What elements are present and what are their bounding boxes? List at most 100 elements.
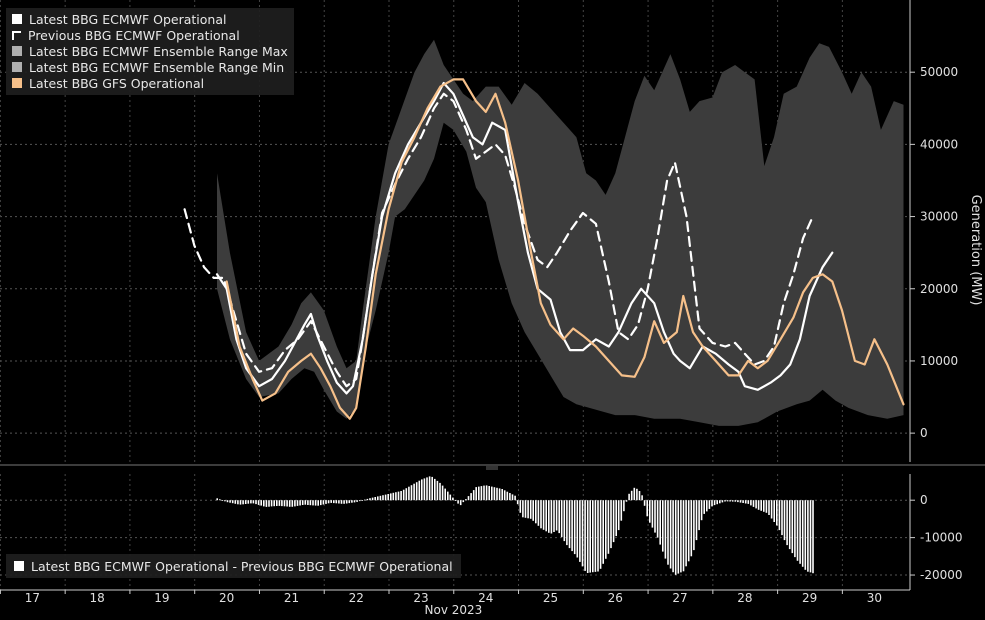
difference-bar (400, 491, 402, 501)
difference-bar (605, 500, 607, 559)
difference-bar (620, 500, 623, 521)
difference-bar (216, 498, 218, 501)
difference-bar (483, 485, 485, 501)
difference-bar (514, 495, 516, 501)
difference-bar (589, 500, 591, 573)
difference-bar (439, 482, 441, 501)
legend-label: Latest BBG GFS Operational (29, 75, 205, 91)
x-tick-label: 20 (219, 591, 234, 605)
difference-bar (234, 500, 237, 504)
difference-bar (677, 500, 680, 574)
difference-bar (576, 500, 579, 558)
top-legend: Latest BBG ECMWF Operational Previous BB… (6, 8, 294, 95)
x-tick-label: 17 (25, 591, 40, 605)
legend-item[interactable]: Latest BBG ECMWF Operational - Previous … (14, 558, 453, 574)
difference-bar (584, 500, 586, 571)
difference-bar (351, 500, 353, 503)
difference-bar (335, 500, 338, 504)
difference-bar (340, 500, 343, 504)
y-tick-label: 30000 (920, 210, 958, 224)
legend-item[interactable]: Latest BBG ECMWF Ensemble Range Max (12, 43, 288, 59)
difference-bar (667, 500, 669, 565)
difference-bar (700, 500, 703, 521)
difference-bar (560, 500, 563, 538)
x-tick-label: 27 (672, 591, 687, 605)
legend-swatch (12, 14, 22, 24)
difference-bar (286, 500, 288, 507)
x-tick-label: 30 (867, 591, 882, 605)
difference-bar (527, 500, 529, 519)
difference-bar (703, 500, 705, 514)
difference-bar (760, 500, 762, 511)
difference-bar (447, 491, 449, 501)
y-tick-label: -20000 (920, 568, 963, 582)
difference-bar (597, 500, 599, 572)
difference-bar (654, 500, 656, 533)
difference-bar (467, 496, 470, 501)
legend-item[interactable]: Previous BBG ECMWF Operational (12, 27, 288, 43)
difference-bar (809, 500, 812, 573)
difference-bar (377, 496, 379, 501)
difference-bar (397, 491, 400, 501)
difference-bar (480, 486, 483, 501)
difference-bar (719, 500, 721, 504)
difference-bar (263, 500, 265, 507)
y-tick-label: 10000 (920, 354, 958, 368)
legend-item[interactable]: Latest BBG ECMWF Operational (12, 11, 288, 27)
difference-bar (273, 500, 275, 507)
difference-bar (333, 500, 335, 504)
difference-bar (537, 500, 540, 526)
difference-bar (734, 500, 737, 502)
difference-bar (371, 497, 374, 501)
difference-bar (307, 500, 309, 505)
difference-bar (656, 500, 659, 538)
difference-bar (698, 500, 700, 531)
x-tick-label: 22 (349, 591, 364, 605)
difference-bar (801, 500, 804, 567)
panel-splitter-handle[interactable] (486, 466, 498, 470)
bottom-y-tick-labels: 0 -10000 -20000 (910, 493, 963, 582)
difference-bar (244, 500, 247, 504)
difference-bar (641, 495, 643, 501)
difference-bar (615, 500, 617, 537)
difference-bar (807, 500, 809, 572)
difference-bar (390, 493, 392, 501)
difference-bar (465, 499, 467, 501)
top-y-tick-labels: 50000 40000 30000 20000 10000 0 (910, 65, 958, 440)
difference-bar (729, 500, 731, 502)
difference-bar (651, 500, 654, 528)
x-tick-label: 25 (543, 591, 558, 605)
difference-bar (721, 500, 724, 503)
difference-bar (405, 488, 408, 501)
difference-bar (301, 500, 304, 505)
difference-bar (672, 500, 674, 573)
difference-bar (594, 500, 597, 572)
difference-bar (750, 500, 752, 506)
difference-bar (436, 480, 439, 501)
difference-bar (255, 500, 257, 505)
difference-bar (763, 500, 765, 512)
top-series-lines (183, 78, 905, 420)
difference-bar (224, 500, 226, 502)
x-tick-label: 23 (413, 591, 428, 605)
x-tick-label: 18 (90, 591, 105, 605)
difference-bar (356, 500, 358, 502)
difference-bar (330, 500, 332, 503)
difference-bar (765, 500, 768, 513)
difference-bar (491, 486, 493, 501)
difference-bar (348, 500, 351, 504)
difference-bar (744, 500, 747, 504)
difference-bar (418, 480, 421, 501)
difference-bar (379, 495, 382, 501)
difference-bar (488, 486, 490, 501)
difference-bar (693, 500, 695, 551)
difference-bar (459, 500, 462, 506)
difference-bar (646, 500, 648, 517)
legend-item[interactable]: Latest BBG ECMWF Ensemble Range Min (12, 59, 288, 75)
difference-bar (804, 500, 807, 570)
difference-bar (607, 500, 610, 554)
difference-bar (361, 500, 364, 501)
legend-item[interactable]: Latest BBG GFS Operational (12, 75, 288, 91)
difference-bar (322, 500, 325, 505)
